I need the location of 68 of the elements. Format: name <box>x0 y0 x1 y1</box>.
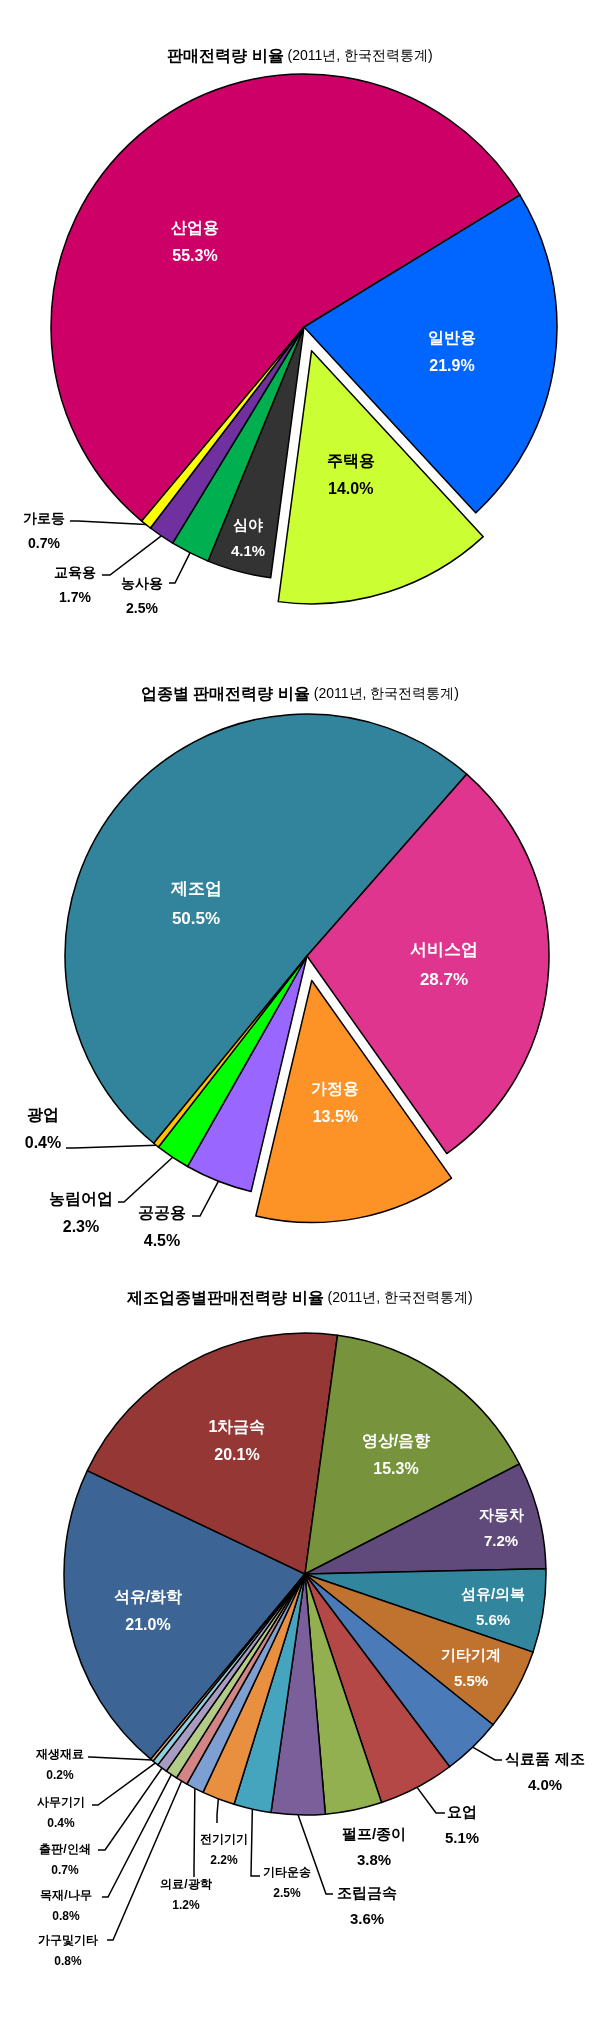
data-label: 0.4% <box>47 1815 75 1830</box>
data-label: 4.0% <box>527 1775 563 1793</box>
data-label: 55.3% <box>172 246 218 264</box>
slice-label: 전기기기 <box>200 1831 248 1846</box>
slice-label: 자동차 <box>478 1505 524 1523</box>
chart-title: 업종별 판매전력량 비율 <box>141 684 310 702</box>
slice-label: 교육용 <box>54 563 96 580</box>
data-label: 0.7% <box>28 534 61 551</box>
data-label: 7.2% <box>483 1531 519 1549</box>
chart-title: 제조업종별판매전력량 비율 <box>126 1288 324 1306</box>
slice-label: 가로등 <box>23 509 65 526</box>
slice-label: 기타운송 <box>263 1864 311 1879</box>
data-label: 4.1% <box>230 541 266 559</box>
slice-label: 농사용 <box>121 574 163 591</box>
slice-label: 서비스업 <box>410 939 478 959</box>
data-label: 0.8% <box>54 1953 82 1968</box>
slice-label: 일반용 <box>428 328 476 346</box>
data-label: 2.5% <box>273 1885 301 1900</box>
slice-label: 석유/화학 <box>113 1587 183 1605</box>
slice-label: 조립금속 <box>337 1883 397 1901</box>
slice-label: 목재/나무 <box>40 1887 92 1902</box>
slice-label: 기타기계 <box>441 1645 501 1663</box>
slice-label: 공공용 <box>138 1203 186 1221</box>
slice-label: 제조업 <box>169 878 222 898</box>
slice-label: 요업 <box>447 1802 477 1820</box>
slice-label: 의료/광학 <box>160 1876 212 1891</box>
chart-title: 판매전력량 비율 <box>167 46 284 64</box>
data-label: 14.0% <box>327 479 374 497</box>
slice-label: 광업 <box>27 1105 59 1123</box>
data-label: 15.3% <box>373 1459 419 1477</box>
slice-label: 식료품 제조 <box>505 1749 585 1767</box>
data-label: 21.0% <box>125 1615 171 1633</box>
slice-label: 재생재료 <box>35 1746 84 1761</box>
slice-label: 산업용 <box>171 218 219 236</box>
slice-label: 1차금속 <box>208 1417 266 1435</box>
slice-label: 펄프/종이 <box>341 1824 407 1842</box>
data-label: 0.4% <box>24 1133 62 1151</box>
data-label: 0.8% <box>52 1908 80 1923</box>
slice-label: 주택용 <box>326 451 375 469</box>
data-label: 2.3% <box>62 1217 100 1235</box>
data-label: 4.5% <box>143 1231 181 1249</box>
slice-label: 농림어업 <box>49 1189 113 1207</box>
data-label: 20.1% <box>214 1445 260 1463</box>
data-label: 2.2% <box>210 1852 238 1867</box>
chart-subtitle: (2011년, 한국전력통계) <box>313 685 459 701</box>
slice-label: 가정용 <box>311 1079 360 1097</box>
data-label: 13.5% <box>312 1107 359 1125</box>
data-label: 2.5% <box>126 599 159 616</box>
data-label: 1.2% <box>172 1897 200 1912</box>
data-label: 0.2% <box>46 1767 74 1782</box>
data-label: 0.7% <box>51 1862 79 1877</box>
slice-label: 출판/인쇄 <box>39 1841 91 1856</box>
slice-label: 영상/음향 <box>361 1431 431 1449</box>
data-label: 28.7% <box>419 969 469 989</box>
slice-label: 섬유/의복 <box>460 1584 526 1602</box>
data-label: 21.9% <box>429 356 475 374</box>
chart-subtitle: (2011년, 한국전력통계) <box>327 1289 473 1305</box>
slice-label: 심야 <box>233 515 263 533</box>
data-label: 1.7% <box>59 588 92 605</box>
data-label: 3.6% <box>349 1909 385 1927</box>
data-label: 5.6% <box>475 1610 511 1628</box>
data-label: 3.8% <box>356 1850 392 1868</box>
slice-label: 가구및기타 <box>38 1932 98 1947</box>
chart-subtitle: (2011년, 한국전력통계) <box>287 47 433 63</box>
slice-label: 사무기기 <box>37 1794 85 1809</box>
data-label: 5.1% <box>444 1828 480 1846</box>
data-label: 50.5% <box>171 908 221 928</box>
data-label: 5.5% <box>453 1671 489 1689</box>
